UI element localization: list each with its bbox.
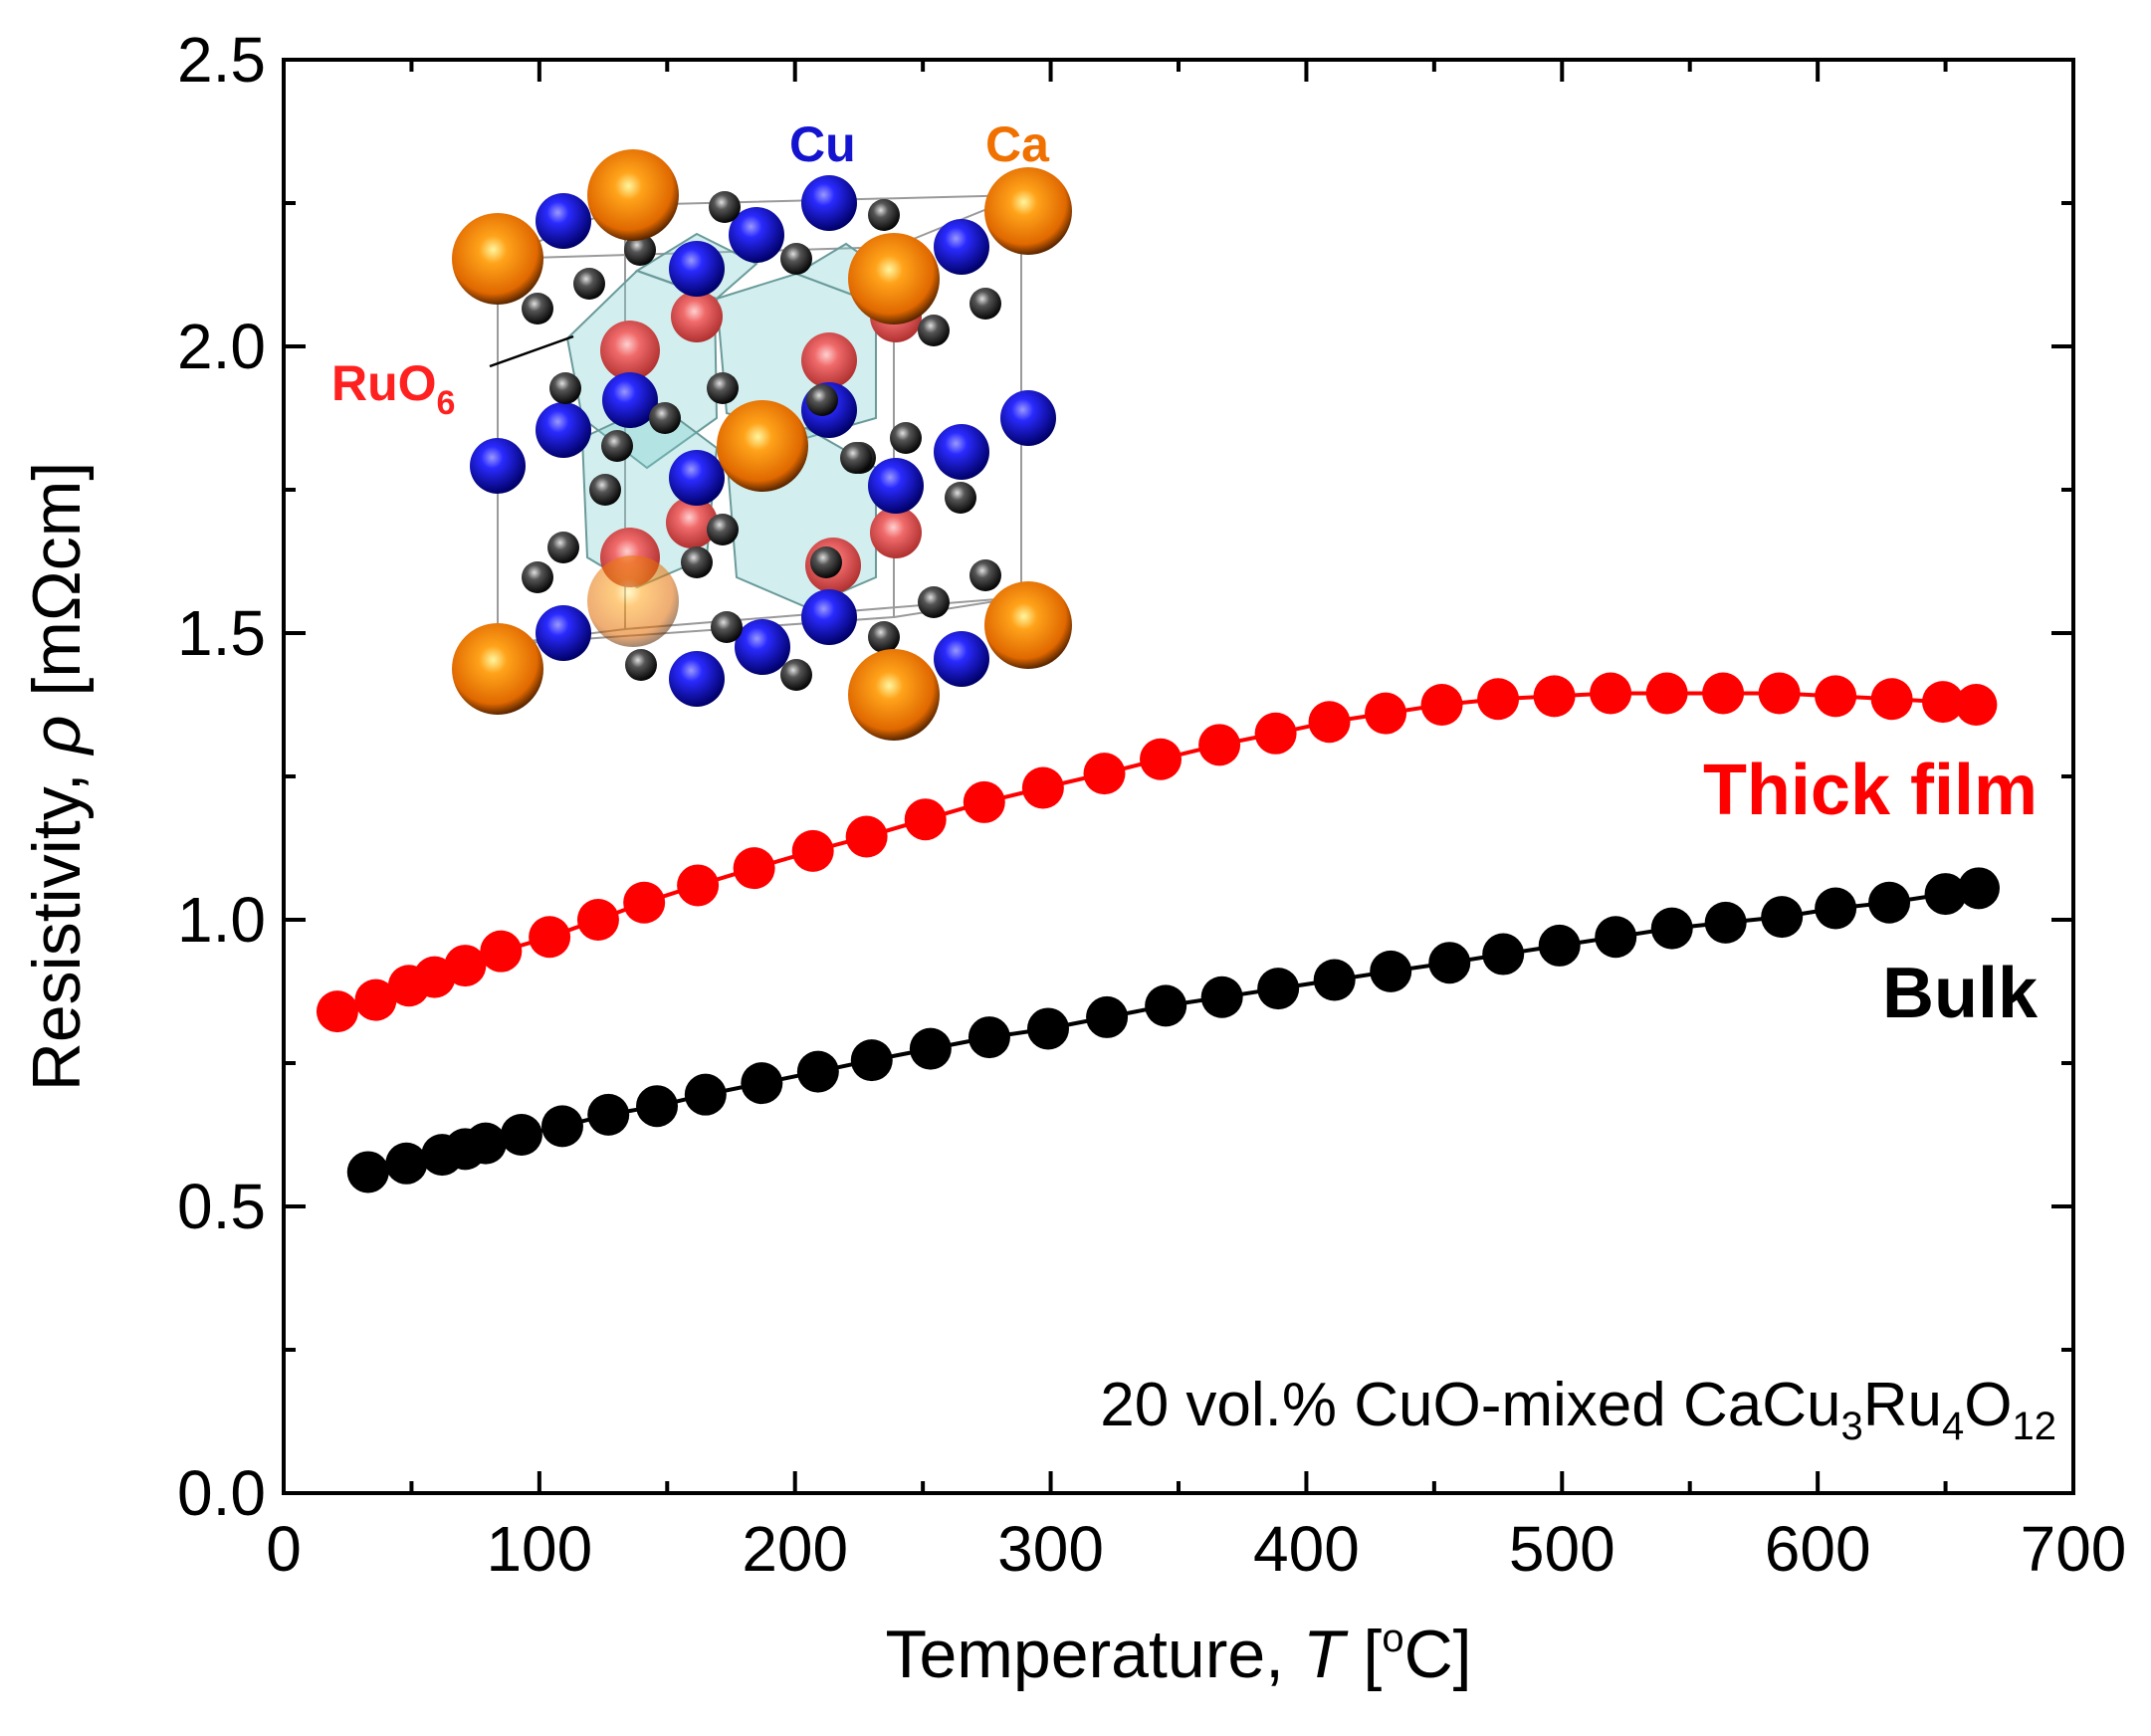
composition-annotation: 20 vol.% CuO-mixed CaCu3Ru4O12: [1100, 1371, 2056, 1448]
data-point-thick-film: [1365, 692, 1407, 735]
data-point-thick-film: [1758, 672, 1801, 715]
series-label-bulk: Bulk: [1882, 954, 2039, 1033]
data-point-bulk: [1650, 907, 1693, 950]
x-tick-label: 100: [486, 1513, 592, 1585]
data-point-thick-film: [1870, 678, 1913, 721]
data-point-thick-film: [1254, 712, 1297, 755]
data-point-bulk: [684, 1073, 727, 1116]
data-point-bulk: [385, 1142, 428, 1185]
x-tick-label: 0: [266, 1513, 302, 1585]
data-point-thick-film: [791, 829, 834, 872]
data-point-thick-film: [316, 990, 358, 1033]
data-point-bulk: [1704, 901, 1747, 944]
data-point-thick-film: [529, 916, 571, 959]
data-point-bulk: [1200, 976, 1243, 1018]
data-point-bulk: [1027, 1007, 1070, 1050]
data-point-thick-film: [1815, 675, 1857, 718]
ruo6-pointer-line: [489, 334, 574, 368]
y-tick-label: 1.5: [177, 597, 266, 669]
data-point-thick-film: [480, 930, 523, 973]
data-point-thick-film: [623, 881, 666, 924]
y-tick-labels: 0.0 0.5 1.0 1.5 2.0 2.5: [177, 24, 266, 1529]
data-point-bulk: [464, 1122, 507, 1165]
data-point-thick-film: [1922, 681, 1965, 724]
data-point-thick-film: [733, 847, 775, 890]
data-point-thick-film: [1477, 678, 1520, 721]
data-point-thick-film: [1702, 672, 1745, 715]
data-point-thick-film: [1198, 724, 1241, 766]
data-point-thick-film: [1533, 675, 1576, 718]
data-point-bulk: [1595, 916, 1637, 959]
data-point-bulk: [1370, 950, 1412, 992]
series-label-thick-film: Thick film: [1703, 751, 2038, 830]
data-point-bulk: [1761, 896, 1804, 939]
data-point-bulk: [1924, 873, 1967, 916]
data-point-thick-film: [904, 798, 947, 841]
data-point-thick-film: [1140, 738, 1183, 780]
o-atoms: [522, 191, 1001, 691]
data-point-bulk: [850, 1039, 893, 1082]
ca-atoms: [452, 149, 1072, 741]
data-point-bulk: [540, 1105, 583, 1148]
data-point-bulk: [796, 1050, 839, 1093]
x-tick-labels: 0 100 200 300 400 500 600 700: [266, 1513, 2126, 1585]
crystal-structure-inset: Cu Ca RuO6: [331, 116, 1072, 741]
data-point-bulk: [1086, 995, 1129, 1038]
data-point-bulk: [1257, 968, 1300, 1010]
y-axis-title: Resistivity, ρ [mΩcm]: [19, 462, 95, 1092]
x-tick-label: 400: [1253, 1513, 1360, 1585]
y-tick-label: 0.0: [177, 1457, 266, 1529]
x-tick-label: 300: [997, 1513, 1104, 1585]
y-tick-label: 2.5: [177, 24, 266, 96]
data-point-thick-film: [1083, 753, 1126, 795]
x-tick-label: 200: [742, 1513, 848, 1585]
data-point-thick-film: [845, 815, 888, 858]
cu-atoms: [470, 175, 1056, 707]
inset-label-ca: Ca: [985, 116, 1050, 172]
x-axis-title: Temperature, T [oC]: [885, 1617, 1471, 1692]
x-tick-label: 500: [1509, 1513, 1615, 1585]
data-point-thick-film: [354, 978, 397, 1021]
data-point-thick-film: [677, 864, 720, 907]
data-point-bulk: [1815, 887, 1857, 930]
data-point-bulk: [346, 1151, 389, 1194]
data-point-bulk: [741, 1062, 783, 1105]
inset-label-ruo6: RuO6: [331, 355, 455, 422]
data-point-thick-film: [1021, 766, 1064, 809]
y-tick-label: 2.0: [177, 311, 266, 382]
data-point-thick-film: [1590, 672, 1632, 715]
x-tick-label: 600: [1765, 1513, 1871, 1585]
data-point-bulk: [636, 1085, 679, 1128]
data-point-bulk: [909, 1027, 952, 1070]
data-point-bulk: [587, 1093, 630, 1136]
data-point-thick-film: [963, 780, 1005, 823]
inset-label-cu: Cu: [789, 116, 856, 172]
data-point-bulk: [1868, 881, 1911, 924]
data-point-thick-film: [1645, 672, 1688, 715]
data-point-thick-film: [1420, 684, 1463, 726]
data-point-thick-film: [576, 899, 619, 941]
axis-ticks: [282, 58, 2075, 1495]
y-tick-label: 1.0: [177, 884, 266, 956]
data-point-bulk: [500, 1114, 542, 1156]
x-tick-label: 700: [2021, 1513, 2127, 1585]
data-point-bulk: [1145, 984, 1187, 1027]
series-points: [316, 672, 2000, 1194]
data-point-bulk: [1957, 867, 2000, 910]
data-point-bulk: [1428, 942, 1471, 984]
data-point-bulk: [968, 1016, 1010, 1059]
data-point-thick-film: [1955, 684, 1998, 726]
data-point-thick-film: [1308, 701, 1351, 744]
data-point-bulk: [1538, 924, 1581, 967]
data-point-thick-film: [444, 945, 487, 987]
data-point-bulk: [1482, 933, 1525, 976]
data-point-bulk: [1313, 959, 1356, 1001]
y-tick-label: 0.5: [177, 1171, 266, 1242]
